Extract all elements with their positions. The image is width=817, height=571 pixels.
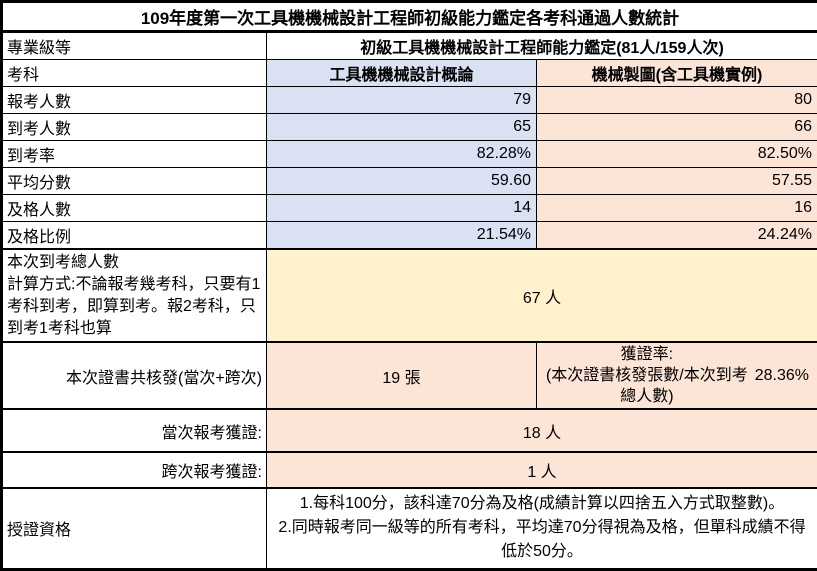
row-label-passed-count: 及格人數: [2, 195, 267, 222]
pass-ratio-col1: 21.54%: [267, 222, 537, 250]
current-batch-value: 18 人: [267, 409, 817, 452]
certificates-count: 19 張: [267, 342, 537, 409]
qualification-label: 授證資格: [2, 488, 267, 569]
table-row: 跨次報考獲證: 1 人: [2, 452, 817, 488]
attendance-rate-col2: 82.50%: [537, 141, 817, 168]
table-row: 本次證書共核發(當次+跨次) 19 張 獲證率: (本次證書核發張數/本次到考總…: [2, 342, 817, 409]
table-row: 到考人數 65 66: [2, 114, 817, 141]
row-label-average-score: 平均分數: [2, 168, 267, 195]
page-title: 109年度第一次工具機機械設計工程師初級能力鑑定各考科通過人數統計: [2, 2, 817, 32]
attended-col2: 66: [537, 114, 817, 141]
average-score-col2: 57.55: [537, 168, 817, 195]
subject-label: 考科: [2, 60, 267, 87]
certificates-rate-cell: 獲證率: (本次證書核發張數/本次到考總人數) 28.36%: [537, 342, 817, 409]
attendance-total-value: 67 人: [267, 249, 817, 342]
certificates-label: 本次證書共核發(當次+跨次): [2, 342, 267, 409]
pass-ratio-col2: 24.24%: [537, 222, 817, 250]
table-row: 報考人數 79 80: [2, 87, 817, 114]
cross-batch-value: 1 人: [267, 452, 817, 488]
qualification-value: 1.每科100分，該科達70分為及格(成績計算以四捨五入方式取整數)。 2.同時…: [267, 488, 817, 569]
attendance-total-label: 本次到考總人數 計算方式:不論報考幾考科，只要有1考科到考，即算到考。報2考科，…: [2, 249, 267, 342]
subject-col1-header: 工具機機械設計概論: [267, 60, 537, 87]
current-batch-label: 當次報考獲證:: [2, 409, 267, 452]
attended-col1: 65: [267, 114, 537, 141]
table-row: 到考率 82.28% 82.50%: [2, 141, 817, 168]
average-score-col1: 59.60: [267, 168, 537, 195]
statistics-sheet: 109年度第一次工具機機械設計工程師初級能力鑑定各考科通過人數統計 專業級等 初…: [0, 0, 817, 551]
table-row: 授證資格 1.每科100分，該科達70分為及格(成績計算以四捨五入方式取整數)。…: [2, 488, 817, 569]
attendance-rate-col1: 82.28%: [267, 141, 537, 168]
table-row: 及格人數 14 16: [2, 195, 817, 222]
row-label-pass-ratio: 及格比例: [2, 222, 267, 250]
row-label-registered: 報考人數: [2, 87, 267, 114]
certificates-rate-value: 28.36%: [753, 367, 813, 385]
row-label-attendance-rate: 到考率: [2, 141, 267, 168]
cross-batch-label: 跨次報考獲證:: [2, 452, 267, 488]
table-row: 及格比例 21.54% 24.24%: [2, 222, 817, 250]
registered-col1: 79: [267, 87, 537, 114]
certificates-rate-label: 獲證率: (本次證書核發張數/本次到考總人數): [541, 344, 753, 407]
passed-count-col2: 16: [537, 195, 817, 222]
passed-count-col1: 14: [267, 195, 537, 222]
table-row: 本次到考總人數 計算方式:不論報考幾考科，只要有1考科到考，即算到考。報2考科，…: [2, 249, 817, 342]
subject-col2-header: 機械製圖(含工具機實例): [537, 60, 817, 87]
row-label-attended: 到考人數: [2, 114, 267, 141]
level-value: 初級工具機機械設計工程師能力鑑定(81人/159人次): [267, 32, 817, 60]
level-label: 專業級等: [2, 32, 267, 60]
table-row: 當次報考獲證: 18 人: [2, 409, 817, 452]
registered-col2: 80: [537, 87, 817, 114]
table-row: 平均分數 59.60 57.55: [2, 168, 817, 195]
